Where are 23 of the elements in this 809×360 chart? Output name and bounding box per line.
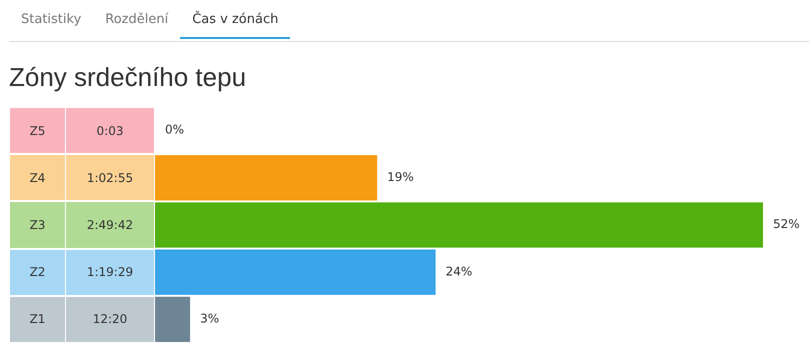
data-label: 0% [165, 122, 184, 137]
text: Rozdělení [104, 12, 170, 29]
y-tick-label: Z3 [9, 201, 66, 249]
chart-title: Zóny srdečního tepu [9, 62, 246, 93]
data-label: 52% [773, 217, 800, 232]
text: 2:49:42 [65, 201, 155, 249]
bar [155, 202, 763, 248]
text: Statistiky [20, 12, 82, 29]
y-tick-label: Z4 [9, 154, 66, 202]
bar [155, 250, 436, 295]
text: 0:03 [65, 107, 155, 154]
text: Čas v zónách [180, 12, 290, 39]
bar [155, 296, 190, 342]
data-label: 19% [387, 170, 414, 184]
y-tick-label: Z2 [9, 248, 66, 296]
y-tick-label: Z5 [9, 107, 66, 154]
y-tick-label: Z1 [9, 296, 66, 343]
text: 1:19:29 [65, 248, 155, 296]
bar [155, 155, 378, 200]
data-label: 3% [200, 312, 220, 326]
text: 1:02:55 [65, 154, 155, 202]
data-label: 24% [446, 264, 472, 278]
text: 12:20 [65, 296, 155, 343]
